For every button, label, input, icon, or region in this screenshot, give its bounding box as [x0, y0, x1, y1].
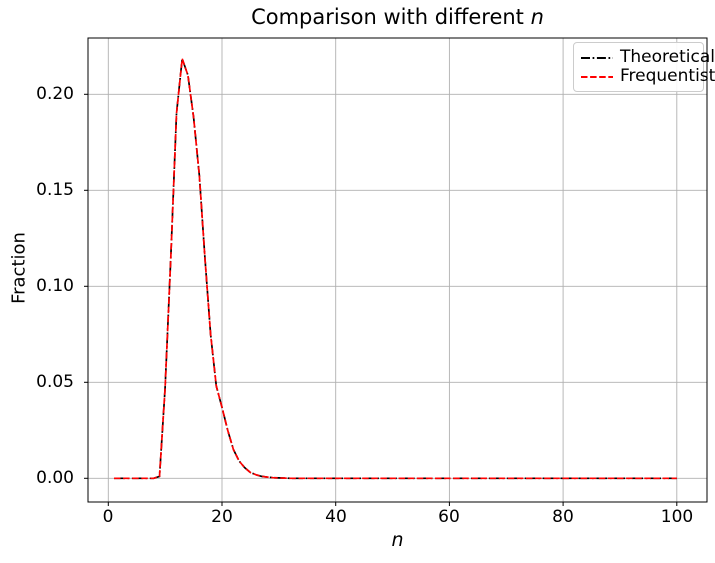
legend-item-frequentist: Frequentist [581, 67, 715, 86]
x-tick-label: 20 [211, 507, 233, 527]
y-tick-label: 0.10 [36, 276, 74, 296]
dashed-line-icon [581, 75, 613, 78]
series-line-theoretical [114, 58, 677, 480]
x-tick-label: 0 [102, 507, 114, 527]
x-tick-label: 60 [438, 507, 460, 527]
series-line-frequentist [114, 58, 677, 480]
x-tick-label: 100 [660, 507, 694, 527]
legend: Theoretical Frequentist [573, 42, 715, 92]
y-tick-label: 0.20 [36, 84, 74, 104]
chart-title-text: Comparison with different [251, 5, 531, 29]
legend-label-theoretical: Theoretical [620, 47, 715, 67]
axes-frame [87, 37, 708, 503]
x-tick-label: 80 [552, 507, 574, 527]
y-tick-label: 0.00 [36, 468, 74, 488]
y-tick-label: 0.15 [36, 180, 74, 200]
x-tick-label: 40 [325, 507, 347, 527]
legend-item-theoretical: Theoretical [581, 48, 715, 67]
dashdot-line-icon [581, 56, 613, 59]
chart-title: Comparison with different n [88, 5, 707, 30]
chart-title-italic-n: n [530, 5, 544, 29]
legend-label-frequentist: Frequentist [620, 66, 715, 86]
y-tick-label: 0.05 [36, 372, 74, 392]
x-axis-label: n [391, 529, 404, 551]
